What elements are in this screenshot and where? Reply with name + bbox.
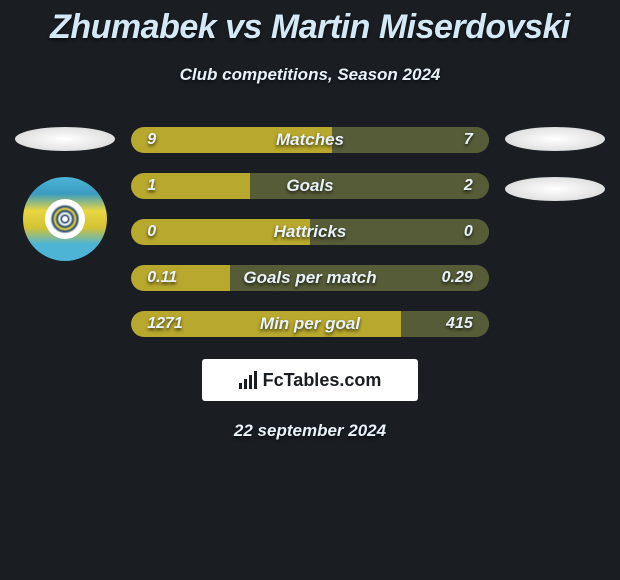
stat-value-left: 1271 <box>147 315 183 333</box>
stat-value-right: 0 <box>464 223 473 241</box>
stat-value-left: 1 <box>147 177 156 195</box>
stat-value-left: 0 <box>147 223 156 241</box>
stat-value-right: 0.29 <box>442 269 473 287</box>
player-photo-placeholder <box>15 127 115 151</box>
stat-value-right: 2 <box>464 177 473 195</box>
stat-bar: 0 0 Hattricks <box>131 219 489 245</box>
footer-date: 22 september 2024 <box>0 421 620 441</box>
stat-bar: 9 7 Matches <box>131 127 489 153</box>
page-title: Zhumabek vs Martin Miserdovski <box>0 8 620 47</box>
stat-value-left: 0.11 <box>147 269 177 287</box>
stat-label: Min per goal <box>260 314 360 334</box>
stat-fill-right <box>401 311 489 337</box>
player-photo-placeholder <box>505 127 605 151</box>
stat-label: Hattricks <box>274 222 347 242</box>
source-badge[interactable]: FcTables.com <box>202 359 418 401</box>
stats-bars: 9 7 Matches 1 2 Goals 0 0 Hattricks 0.11 0.29 Goals… <box>131 127 489 337</box>
stat-bar: 1271 415 Min per goal <box>131 311 489 337</box>
stat-bar: 0.11 0.29 Goals per match <box>131 265 489 291</box>
stat-label: Matches <box>276 130 344 150</box>
stat-label: Goals per match <box>243 268 376 288</box>
bar-chart-icon <box>239 371 257 389</box>
content-row: 9 7 Matches 1 2 Goals 0 0 Hattricks 0.11 0.29 Goals… <box>0 127 620 337</box>
subtitle: Club competitions, Season 2024 <box>0 65 620 85</box>
stat-fill-left <box>131 265 229 291</box>
stat-value-right: 415 <box>446 315 473 333</box>
stat-value-right: 7 <box>464 131 473 149</box>
comparison-card: Zhumabek vs Martin Miserdovski Club comp… <box>0 0 620 441</box>
right-player-col <box>501 127 610 201</box>
club-badge-placeholder <box>505 177 605 201</box>
stat-value-left: 9 <box>147 131 156 149</box>
stat-label: Goals <box>286 176 333 196</box>
source-badge-text: FcTables.com <box>263 370 382 391</box>
left-player-col <box>10 127 119 261</box>
club-badge-icon <box>23 177 107 261</box>
club-badge-inner-icon <box>45 199 85 239</box>
stat-bar: 1 2 Goals <box>131 173 489 199</box>
